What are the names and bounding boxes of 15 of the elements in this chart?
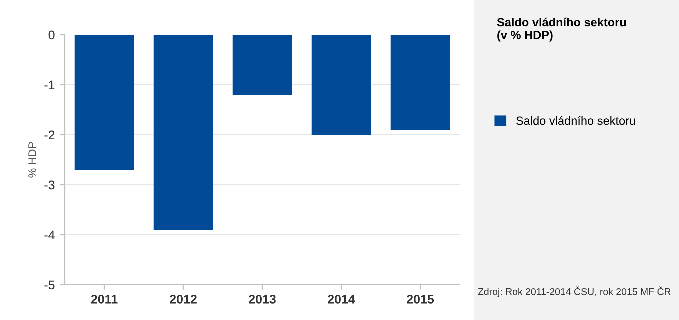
y-tick-label: -2 bbox=[44, 130, 55, 140]
x-tick-label: 2014 bbox=[328, 295, 356, 304]
x-tick-label: 2012 bbox=[170, 295, 197, 304]
y-tick-label: -3 bbox=[44, 180, 55, 190]
x-tick-label: 2015 bbox=[407, 295, 434, 304]
x-tick-label: 2011 bbox=[91, 295, 118, 304]
legend-label: Saldo vládního sektoru bbox=[516, 116, 636, 126]
x-tick-label: 2013 bbox=[249, 295, 276, 304]
y-axis-title: % HDP bbox=[28, 142, 36, 178]
legend-title: Saldo vládního sektoru (v % HDP) bbox=[497, 18, 626, 42]
y-tick-label: -5 bbox=[44, 280, 55, 290]
text: Zdroj: Rok 2011-2014 ČSU, rok 2015 MF ČR bbox=[478, 286, 671, 298]
y-tick-label: -4 bbox=[44, 230, 55, 240]
y-tick-label: 0 bbox=[48, 30, 55, 40]
y-tick-label: -1 bbox=[44, 80, 55, 90]
